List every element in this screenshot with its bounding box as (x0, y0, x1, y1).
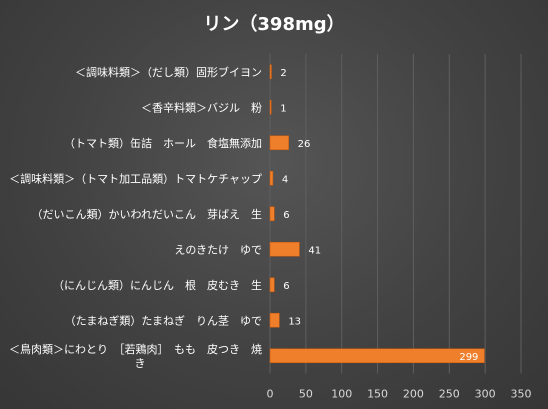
category-label: （たまねぎ類）たまねぎ りん茎 ゆで (65, 313, 262, 327)
bar (269, 241, 300, 257)
x-tick-label: 250 (439, 388, 460, 401)
bar (269, 135, 289, 151)
x-tick-label: 350 (511, 388, 532, 401)
data-label: 6 (283, 210, 289, 221)
gridlines (269, 54, 522, 374)
data-label: 299 (459, 352, 478, 363)
category-label: （だいこん類）かいわれだいこん 芽ばえ 生 (32, 207, 262, 221)
x-tick-label: 300 (475, 388, 496, 401)
category-label: えのきたけ ゆで (174, 243, 262, 256)
data-label: 4 (282, 174, 288, 185)
data-label: 41 (308, 245, 321, 256)
bar (269, 170, 274, 186)
category-label: ＜香辛料類＞バジル 粉 (141, 100, 262, 114)
category-label: ＜鳥肉類＞にわとり ［若鶏肉］ もも 皮つき 焼き (9, 342, 262, 370)
category-label: （にんじん類）にんじん 根 皮むき 生 (53, 278, 262, 292)
chart-title: リン（398mg） (203, 14, 344, 35)
bar (269, 312, 280, 328)
bar (269, 206, 275, 222)
data-label: 13 (288, 316, 301, 327)
category-labels: ＜調味料類＞（だし類）固形ブイヨン ＜香辛料類＞バジル 粉 （トマト類）缶詰 ホール… (9, 65, 262, 370)
data-label: 6 (283, 281, 289, 292)
x-tick-label: 200 (403, 388, 424, 401)
data-label: 2 (280, 68, 286, 79)
x-tick-label: 100 (331, 388, 352, 401)
bar (269, 99, 272, 115)
x-axis-ticks: 0 50 100 150 200 250 300 350 (267, 388, 532, 401)
x-tick-label: 50 (299, 388, 313, 401)
data-label: 26 (298, 139, 311, 150)
bar (269, 348, 485, 364)
x-tick-label: 150 (367, 388, 388, 401)
data-labels: 2 1 26 4 6 41 6 13 299 (280, 68, 478, 363)
category-label: ＜調味料類＞（だし類）固形ブイヨン (75, 65, 262, 79)
category-label: ＜調味料類＞（トマト加工品類）トマトケチャップ (9, 171, 262, 185)
bar (269, 277, 275, 293)
bars (269, 64, 485, 364)
x-tick-label: 0 (267, 388, 274, 401)
data-label: 1 (280, 103, 286, 114)
bar (269, 64, 272, 80)
category-label: （トマト類）缶詰 ホール 食塩無添加 (64, 136, 262, 150)
